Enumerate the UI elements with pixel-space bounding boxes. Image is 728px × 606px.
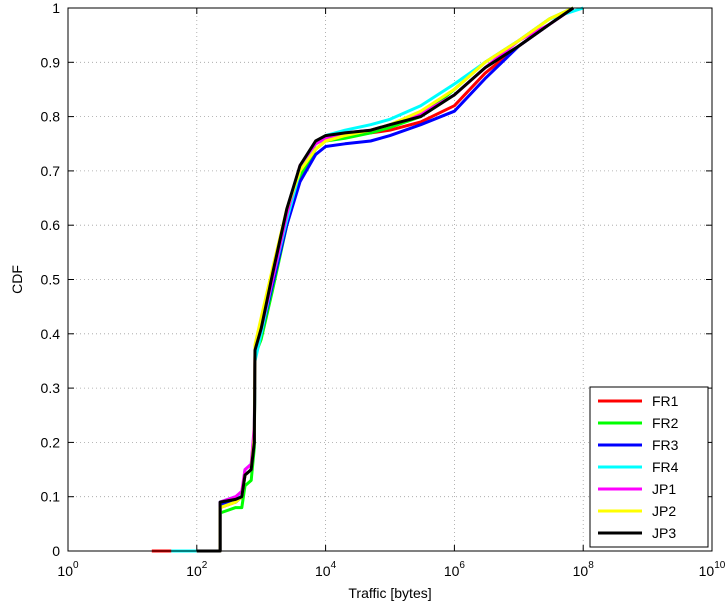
x-tick-exponent: 2 — [202, 560, 208, 571]
x-tick-base: 10 — [573, 563, 589, 579]
legend-label: FR2 — [652, 415, 679, 431]
y-tick-label: 0.3 — [41, 380, 61, 396]
legend-label: FR3 — [652, 437, 679, 453]
x-tick-exponent: 6 — [459, 560, 465, 571]
x-tick-label: 104 — [315, 560, 337, 579]
x-tick-base: 10 — [444, 563, 460, 579]
y-tick-label: 1 — [52, 0, 60, 16]
x-tick-label: 1010 — [699, 560, 726, 579]
axis-ticks: 100 102 104 106 108 101000.10.20.30.40.50.60.… — [41, 0, 726, 579]
y-tick-label: 0.2 — [41, 434, 61, 450]
y-tick-label: 0.6 — [41, 217, 61, 233]
legend-label: JP3 — [652, 525, 676, 541]
y-tick-label: 0.8 — [41, 109, 61, 125]
x-tick-label: 108 — [573, 560, 595, 579]
legend-label: JP1 — [652, 481, 676, 497]
y-axis-label: CDF — [9, 265, 25, 294]
y-tick-label: 0.7 — [41, 163, 61, 179]
legend-label: FR1 — [652, 393, 679, 409]
y-tick-label: 0.9 — [41, 54, 61, 70]
series-line-jp3 — [196, 6, 575, 553]
x-tick-base: 10 — [186, 563, 202, 579]
x-tick-label: 102 — [186, 560, 208, 579]
y-tick-label: 0.1 — [41, 489, 61, 505]
x-tick-base: 10 — [699, 563, 715, 579]
x-tick-exponent: 10 — [714, 560, 726, 571]
x-tick-label: 106 — [444, 560, 466, 579]
x-tick-base: 10 — [315, 563, 331, 579]
y-tick-label: 0.5 — [41, 272, 61, 288]
x-tick-base: 10 — [57, 563, 73, 579]
x-axis-label: Traffic [bytes] — [348, 585, 431, 601]
x-tick-label: 100 — [57, 560, 79, 579]
series-lines — [151, 6, 584, 553]
y-tick-label: 0 — [52, 543, 60, 559]
y-tick-label: 0.4 — [41, 326, 61, 342]
legend: FR1 FR2 FR3 FR4 JP1 JP2 JP3 — [589, 386, 709, 548]
legend-label: FR4 — [652, 459, 679, 475]
x-tick-exponent: 8 — [588, 560, 594, 571]
x-tick-exponent: 4 — [331, 560, 337, 571]
legend-label: JP2 — [652, 503, 676, 519]
x-tick-exponent: 0 — [73, 560, 79, 571]
